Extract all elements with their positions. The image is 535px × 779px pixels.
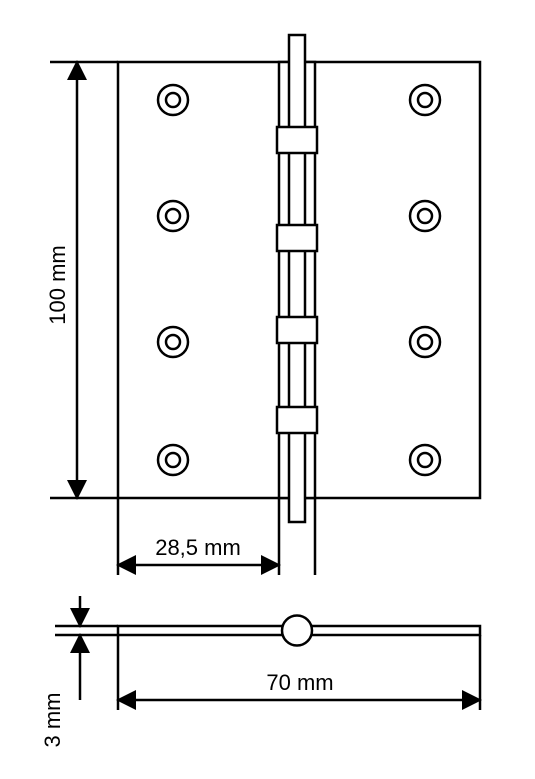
front-view — [118, 35, 480, 522]
pin — [289, 35, 305, 522]
dim-total-width-label: 70 mm — [266, 670, 333, 695]
dim-thickness — [55, 596, 118, 700]
dim-thickness-label: 3 mm — [40, 693, 65, 748]
side-view — [118, 616, 480, 646]
dim-leaf-width-label: 28,5 mm — [155, 535, 241, 560]
hinge-diagram: 100 mm 28,5 mm 3 mm 70 mm — [0, 0, 535, 779]
dim-height-label: 100 mm — [45, 245, 70, 324]
